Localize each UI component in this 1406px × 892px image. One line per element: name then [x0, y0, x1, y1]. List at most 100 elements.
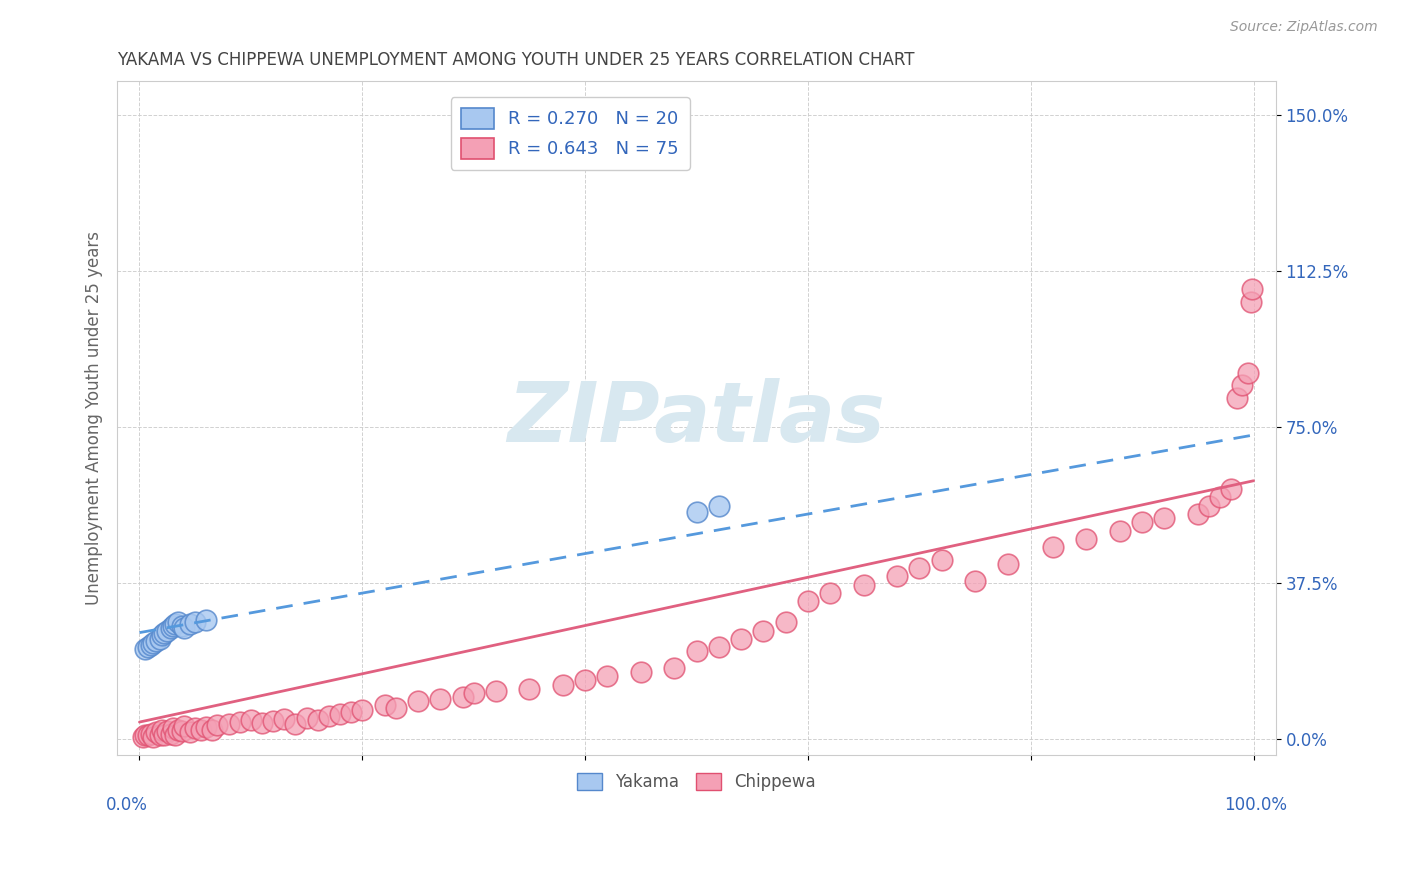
Point: [307, 713, 329, 727]
Point: [1226, 391, 1249, 405]
Point: [156, 624, 179, 638]
Point: [730, 632, 752, 646]
Point: [170, 724, 193, 739]
Point: [170, 619, 193, 633]
Point: [685, 505, 707, 519]
Point: [997, 557, 1019, 571]
Point: [797, 594, 820, 608]
Point: [1220, 482, 1243, 496]
Point: [574, 673, 596, 688]
Point: [451, 690, 474, 705]
Point: [1209, 491, 1232, 505]
Point: [685, 644, 707, 658]
Point: [463, 686, 485, 700]
Point: [384, 700, 406, 714]
Point: [664, 661, 686, 675]
Point: [329, 706, 352, 721]
Point: [1237, 366, 1260, 380]
Point: [340, 705, 363, 719]
Point: [284, 717, 307, 731]
Point: [179, 725, 201, 739]
Point: [153, 625, 176, 640]
Point: [519, 681, 541, 696]
Point: [167, 723, 190, 737]
Point: [318, 708, 340, 723]
Point: [134, 642, 156, 657]
Point: [818, 586, 841, 600]
Point: [207, 718, 229, 732]
Point: [963, 574, 986, 588]
Legend: Yakama, Chippewa: Yakama, Chippewa: [571, 766, 823, 797]
Point: [150, 723, 173, 738]
Point: [195, 720, 218, 734]
Point: [352, 702, 374, 716]
Text: ZIPatlas: ZIPatlas: [508, 378, 886, 458]
Point: [162, 721, 184, 735]
Point: [156, 724, 179, 739]
Point: [145, 634, 167, 648]
Point: [596, 669, 619, 683]
Point: [551, 678, 574, 692]
Point: [139, 638, 162, 652]
Point: [1232, 378, 1254, 392]
Point: [162, 619, 184, 633]
Point: [1198, 499, 1220, 513]
Point: [295, 711, 318, 725]
Point: [165, 727, 187, 741]
Point: [229, 714, 252, 729]
Point: [165, 617, 187, 632]
Point: [630, 665, 652, 680]
Point: [1187, 507, 1209, 521]
Point: [1108, 524, 1130, 538]
Point: [374, 698, 396, 713]
Point: [138, 640, 160, 655]
Point: [273, 712, 295, 726]
Point: [1153, 511, 1175, 525]
Point: [886, 569, 908, 583]
Point: [167, 615, 190, 630]
Text: Source: ZipAtlas.com: Source: ZipAtlas.com: [1230, 21, 1378, 34]
Point: [139, 727, 162, 741]
Point: [173, 622, 195, 636]
Point: [429, 692, 451, 706]
Point: [159, 622, 181, 636]
Point: [153, 728, 176, 742]
Point: [142, 730, 165, 744]
Y-axis label: Unemployment Among Youth under 25 years: Unemployment Among Youth under 25 years: [86, 231, 103, 606]
Point: [1076, 532, 1098, 546]
Point: [250, 715, 273, 730]
Point: [752, 624, 775, 638]
Point: [179, 617, 201, 632]
Point: [707, 640, 730, 655]
Text: YAKAMA VS CHIPPEWA UNEMPLOYMENT AMONG YOUTH UNDER 25 YEARS CORRELATION CHART: YAKAMA VS CHIPPEWA UNEMPLOYMENT AMONG YO…: [117, 51, 915, 69]
Point: [132, 730, 155, 744]
Point: [852, 578, 875, 592]
Point: [134, 728, 156, 742]
Point: [485, 684, 508, 698]
Point: [148, 727, 170, 741]
Point: [184, 615, 207, 630]
Text: 0.0%: 0.0%: [105, 796, 148, 814]
Point: [1240, 294, 1263, 309]
Point: [406, 694, 429, 708]
Point: [931, 553, 953, 567]
Point: [1241, 282, 1264, 296]
Point: [138, 727, 160, 741]
Point: [195, 613, 218, 627]
Point: [775, 615, 797, 630]
Point: [218, 717, 240, 731]
Point: [148, 632, 170, 646]
Point: [707, 499, 730, 513]
Point: [262, 714, 284, 729]
Point: [145, 725, 167, 739]
Point: [173, 719, 195, 733]
Point: [184, 721, 207, 735]
Point: [190, 723, 212, 737]
Point: [159, 727, 181, 741]
Text: 100.0%: 100.0%: [1225, 796, 1288, 814]
Point: [908, 561, 931, 575]
Point: [1130, 516, 1153, 530]
Point: [239, 713, 262, 727]
Point: [201, 723, 224, 738]
Point: [142, 636, 165, 650]
